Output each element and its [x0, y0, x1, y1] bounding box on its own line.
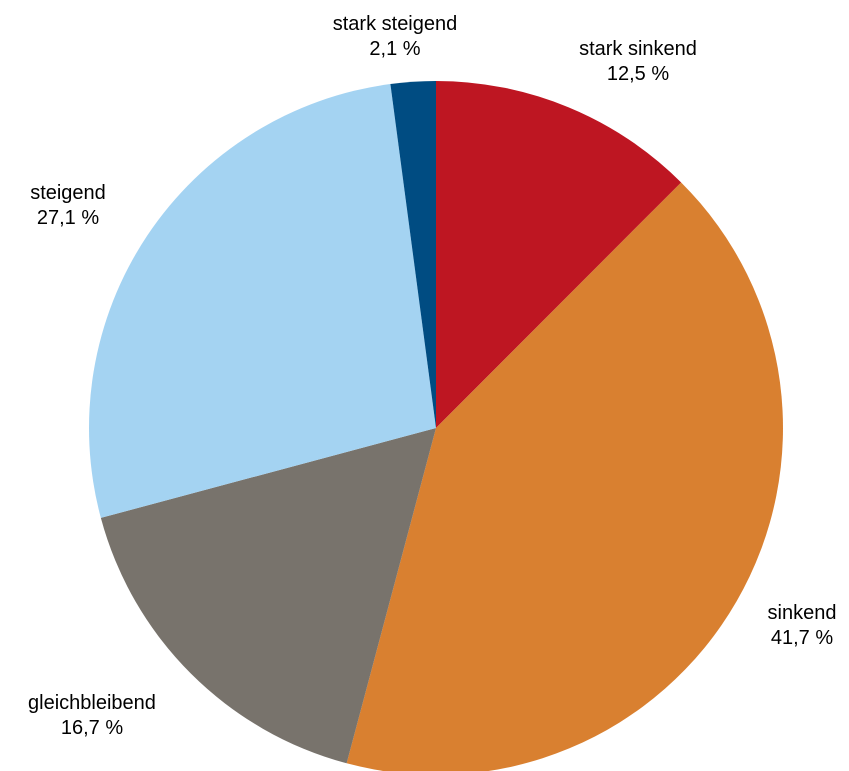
pie-slice-stark-steigend	[390, 81, 436, 428]
slice-label-name: gleichbleibend	[28, 692, 156, 714]
slice-label-gleichbleibend: gleichbleibend 16,7 %	[28, 692, 156, 739]
slice-label-name: stark steigend	[333, 13, 458, 35]
pie-slice-steigend	[89, 84, 436, 518]
pie-slice-gleichbleibend	[100, 428, 436, 764]
slice-label-stark-sinkend: stark sinkend 12,5 %	[579, 38, 697, 85]
slice-label-name: sinkend	[768, 602, 837, 624]
slice-label-steigend: steigend 27,1 %	[30, 182, 106, 229]
pie-slice-stark-sinkend	[436, 81, 682, 428]
slice-label-name: stark sinkend	[579, 38, 697, 60]
slice-label-value: 27,1 %	[37, 207, 99, 229]
pie-slice-sinkend	[346, 182, 783, 771]
slice-label-stark-steigend: stark steigend 2,1 %	[333, 13, 458, 60]
pie-slices	[89, 81, 783, 771]
slice-label-name: steigend	[30, 182, 106, 204]
slice-label-value: 16,7 %	[61, 717, 123, 739]
slice-labels: stark sinkend 12,5 % sinkend 41,7 % gleichbl…	[28, 13, 836, 739]
slice-label-sinkend: sinkend 41,7 %	[768, 602, 837, 649]
slice-label-value: 12,5 %	[607, 63, 669, 85]
slice-label-value: 41,7 %	[771, 627, 833, 649]
slice-label-value: 2,1 %	[369, 38, 420, 60]
